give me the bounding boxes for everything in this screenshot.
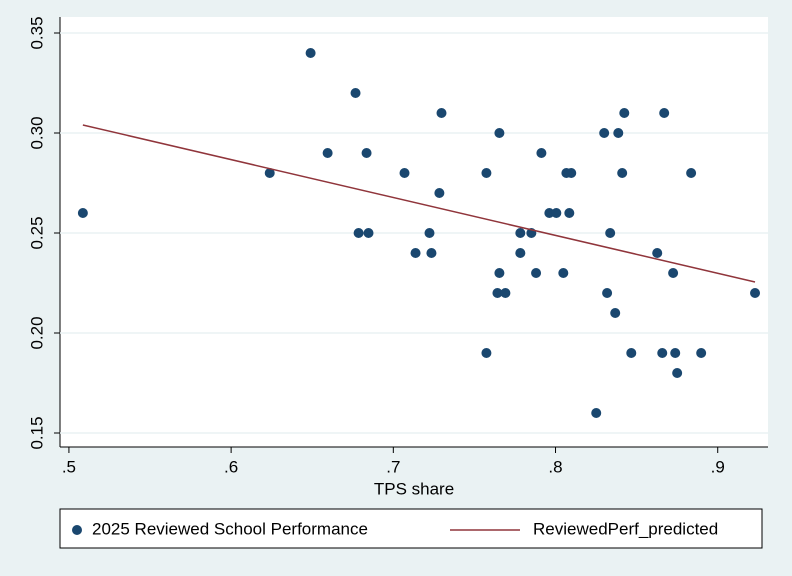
- point: [399, 168, 410, 178]
- y-tick-label: 0.25: [27, 216, 46, 249]
- y-tick-label: 0.35: [27, 16, 46, 49]
- point: [613, 128, 624, 138]
- point: [426, 248, 437, 258]
- legend-marker: [72, 525, 82, 535]
- point: [531, 268, 542, 278]
- point: [652, 248, 663, 258]
- x-tick-label: .5: [62, 457, 76, 476]
- y-tick-label: 0.15: [27, 416, 46, 449]
- y-tick-label: 0.30: [27, 116, 46, 149]
- point: [668, 268, 679, 278]
- point: [591, 408, 602, 418]
- point: [610, 308, 621, 318]
- point: [350, 88, 361, 98]
- point: [492, 288, 503, 298]
- x-tick-label: .9: [711, 457, 725, 476]
- point: [515, 228, 526, 238]
- point: [361, 148, 372, 158]
- point: [500, 288, 511, 298]
- y-tick-label: 0.20: [27, 316, 46, 349]
- point: [494, 128, 505, 138]
- point: [686, 168, 697, 178]
- point: [566, 168, 577, 178]
- x-tick-label: .8: [548, 457, 562, 476]
- point: [494, 268, 505, 278]
- x-tick-label: .6: [224, 457, 238, 476]
- point: [558, 268, 569, 278]
- x-tick-label: .7: [386, 457, 400, 476]
- point: [305, 48, 316, 58]
- fit-line: [82, 124, 756, 283]
- legend-label: 2025 Reviewed School Performance: [92, 519, 368, 538]
- point: [599, 128, 610, 138]
- point: [353, 228, 364, 238]
- point: [424, 228, 435, 238]
- point: [515, 248, 526, 258]
- point: [410, 248, 421, 258]
- point: [670, 348, 681, 358]
- point: [602, 288, 613, 298]
- point: [363, 228, 374, 238]
- point: [544, 208, 555, 218]
- point: [750, 288, 761, 298]
- point: [77, 208, 88, 218]
- point: [481, 348, 492, 358]
- plot-area: [60, 17, 768, 447]
- point: [322, 148, 333, 158]
- point: [264, 168, 275, 178]
- point: [659, 108, 670, 118]
- point: [551, 208, 562, 218]
- legend-label: ReviewedPerf_predicted: [533, 519, 718, 538]
- point: [657, 348, 668, 358]
- legend: [59, 508, 763, 549]
- point: [626, 348, 637, 358]
- point: [619, 108, 630, 118]
- point: [564, 208, 575, 218]
- x-axis-label: TPS share: [374, 479, 454, 498]
- point: [696, 348, 707, 358]
- point: [434, 188, 445, 198]
- point: [436, 108, 447, 118]
- point: [617, 168, 628, 178]
- point: [481, 168, 492, 178]
- point: [536, 148, 547, 158]
- point: [605, 228, 616, 238]
- point: [672, 368, 683, 378]
